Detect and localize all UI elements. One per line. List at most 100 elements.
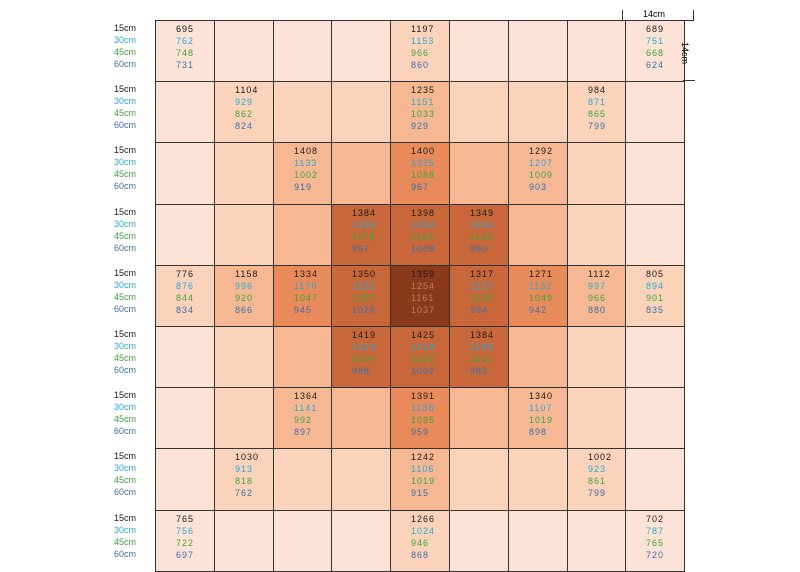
depth-15cm-value: 1334 xyxy=(294,269,319,279)
row-depth-labels: 15cm 30cm 45cm 60cm xyxy=(114,512,136,560)
grid-cell: 765 756 722 697 xyxy=(155,510,215,572)
depth-30cm-value: 871 xyxy=(588,97,607,107)
grid-cell: 1419 1223 1146 988 xyxy=(331,326,391,388)
cell-values: 1030 913 818 762 xyxy=(235,451,259,499)
depth-30cm-value: 1198 xyxy=(470,342,494,352)
depth-30cm-value: 929 xyxy=(235,97,254,107)
depth-45cm-value: 668 xyxy=(646,48,665,58)
depth-60cm-value: 967 xyxy=(411,182,430,192)
depth-label: 30cm xyxy=(114,280,137,290)
grid-cell: 1317 1217 1139 994 xyxy=(449,265,509,327)
grid-cell: 1340 1107 1019 898 xyxy=(508,387,568,449)
horizontal-dimension-line xyxy=(622,20,694,21)
grid-cell: 1112 997 966 880 xyxy=(567,265,626,327)
depth-30cm-value: 1132 xyxy=(529,281,553,291)
grid-cell xyxy=(449,510,509,572)
grid-cell xyxy=(508,510,568,572)
grid-cell xyxy=(273,326,332,388)
grid-cell xyxy=(155,448,215,511)
grid-cell xyxy=(508,204,568,266)
cell-values: 1266 1024 946 868 xyxy=(411,513,435,561)
depth-60cm-value: 929 xyxy=(411,121,430,131)
grid-cell xyxy=(567,387,626,449)
grid-cell xyxy=(273,81,332,143)
cell-values: 1334 1170 1047 945 xyxy=(294,268,318,316)
depth-label: 45cm xyxy=(114,353,137,363)
grid-cell: 1235 1151 1033 929 xyxy=(390,81,450,143)
depth-15cm-value: 1242 xyxy=(411,452,436,462)
depth-30cm-value: 1153 xyxy=(411,36,435,46)
depth-60cm-value: 799 xyxy=(588,488,607,498)
grid-cell xyxy=(449,448,509,511)
depth-15cm-value: 1002 xyxy=(588,452,613,462)
depth-60cm-value: 624 xyxy=(646,60,665,70)
grid-cell xyxy=(331,142,391,205)
depth-60cm-value: 988 xyxy=(352,366,371,376)
grid-cell: 1266 1024 946 868 xyxy=(390,510,450,572)
row-depth-labels: 15cm 30cm 45cm 60cm xyxy=(114,389,136,437)
cell-values: 1364 1141 992 897 xyxy=(294,390,318,438)
depth-45cm-value: 1002 xyxy=(294,170,319,180)
depth-45cm-value: 1139 xyxy=(470,293,494,303)
depth-15cm-value: 1197 xyxy=(411,24,435,34)
grid-cell: 1104 929 862 824 xyxy=(214,81,274,143)
depth-60cm-value: 868 xyxy=(411,550,430,560)
depth-label: 30cm xyxy=(114,463,137,473)
cell-values: 1002 923 861 799 xyxy=(588,451,612,499)
grid-cell xyxy=(625,204,685,266)
grid-cell: 695 762 748 731 xyxy=(155,20,215,82)
depth-45cm-value: 1095 xyxy=(411,415,436,425)
cell-values: 805 894 901 835 xyxy=(646,268,664,316)
grid-cell xyxy=(331,81,391,143)
depth-label: 45cm xyxy=(114,231,137,241)
depth-60cm-value: 959 xyxy=(411,427,430,437)
depth-60cm-value: 897 xyxy=(294,427,313,437)
depth-60cm-value: 880 xyxy=(588,305,607,315)
grid-cell xyxy=(625,81,685,143)
depth-label: 60cm xyxy=(114,243,137,253)
depth-45cm-value: 1157 xyxy=(352,293,376,303)
grid-cell: 1384 1198 1141 985 xyxy=(449,326,509,388)
depth-15cm-value: 984 xyxy=(588,85,607,95)
grid-cell: 1197 1153 966 860 xyxy=(390,20,450,82)
grid-cell: 1400 1225 1088 967 xyxy=(390,142,450,205)
depth-label: 45cm xyxy=(114,292,137,302)
grid-cell xyxy=(214,20,274,82)
row-depth-labels: 15cm 30cm 45cm 60cm xyxy=(114,206,136,254)
depth-label: 60cm xyxy=(114,304,137,314)
depth-label: 15cm xyxy=(114,207,137,217)
depth-label: 30cm xyxy=(114,35,137,45)
depth-30cm-value: 1201 xyxy=(470,220,495,230)
cell-values: 1400 1225 1088 967 xyxy=(411,145,435,193)
cell-values: 1292 1207 1009 903 xyxy=(529,145,553,193)
depth-label: 15cm xyxy=(114,23,137,33)
cell-values: 1384 1235 1178 997 xyxy=(352,207,376,255)
grid-cell xyxy=(155,387,215,449)
grid-cell xyxy=(214,510,274,572)
depth-label: 15cm xyxy=(114,84,137,94)
grid-cell xyxy=(508,20,568,82)
cell-values: 765 756 722 697 xyxy=(176,513,194,561)
cell-values: 1391 1188 1095 959 xyxy=(411,390,435,438)
depth-15cm-value: 695 xyxy=(176,24,195,34)
cell-values: 1349 1201 1155 990 xyxy=(470,207,494,255)
depth-label: 60cm xyxy=(114,365,137,375)
depth-label: 60cm xyxy=(114,426,137,436)
depth-15cm-value: 1359 xyxy=(411,269,436,279)
grid-cell xyxy=(567,326,626,388)
cell-values: 1112 997 966 880 xyxy=(588,268,611,316)
depth-45cm-value: 748 xyxy=(176,48,195,58)
depth-45cm-value: 1141 xyxy=(470,354,494,364)
grid-cell xyxy=(625,448,685,511)
depth-60cm-value: 898 xyxy=(529,427,548,437)
depth-15cm-value: 1384 xyxy=(470,330,495,340)
depth-60cm-value: 1008 xyxy=(411,244,436,254)
horizontal-dimension-tick-left xyxy=(622,10,623,20)
depth-60cm-value: 834 xyxy=(176,305,195,315)
depth-45cm-value: 992 xyxy=(294,415,313,425)
grid-cell: 1158 996 920 866 xyxy=(214,265,274,327)
depth-60cm-value: 720 xyxy=(646,550,665,560)
cell-values: 1158 996 920 866 xyxy=(235,268,258,316)
grid-cell xyxy=(449,81,509,143)
grid-cell: 1408 1133 1002 919 xyxy=(273,142,332,205)
